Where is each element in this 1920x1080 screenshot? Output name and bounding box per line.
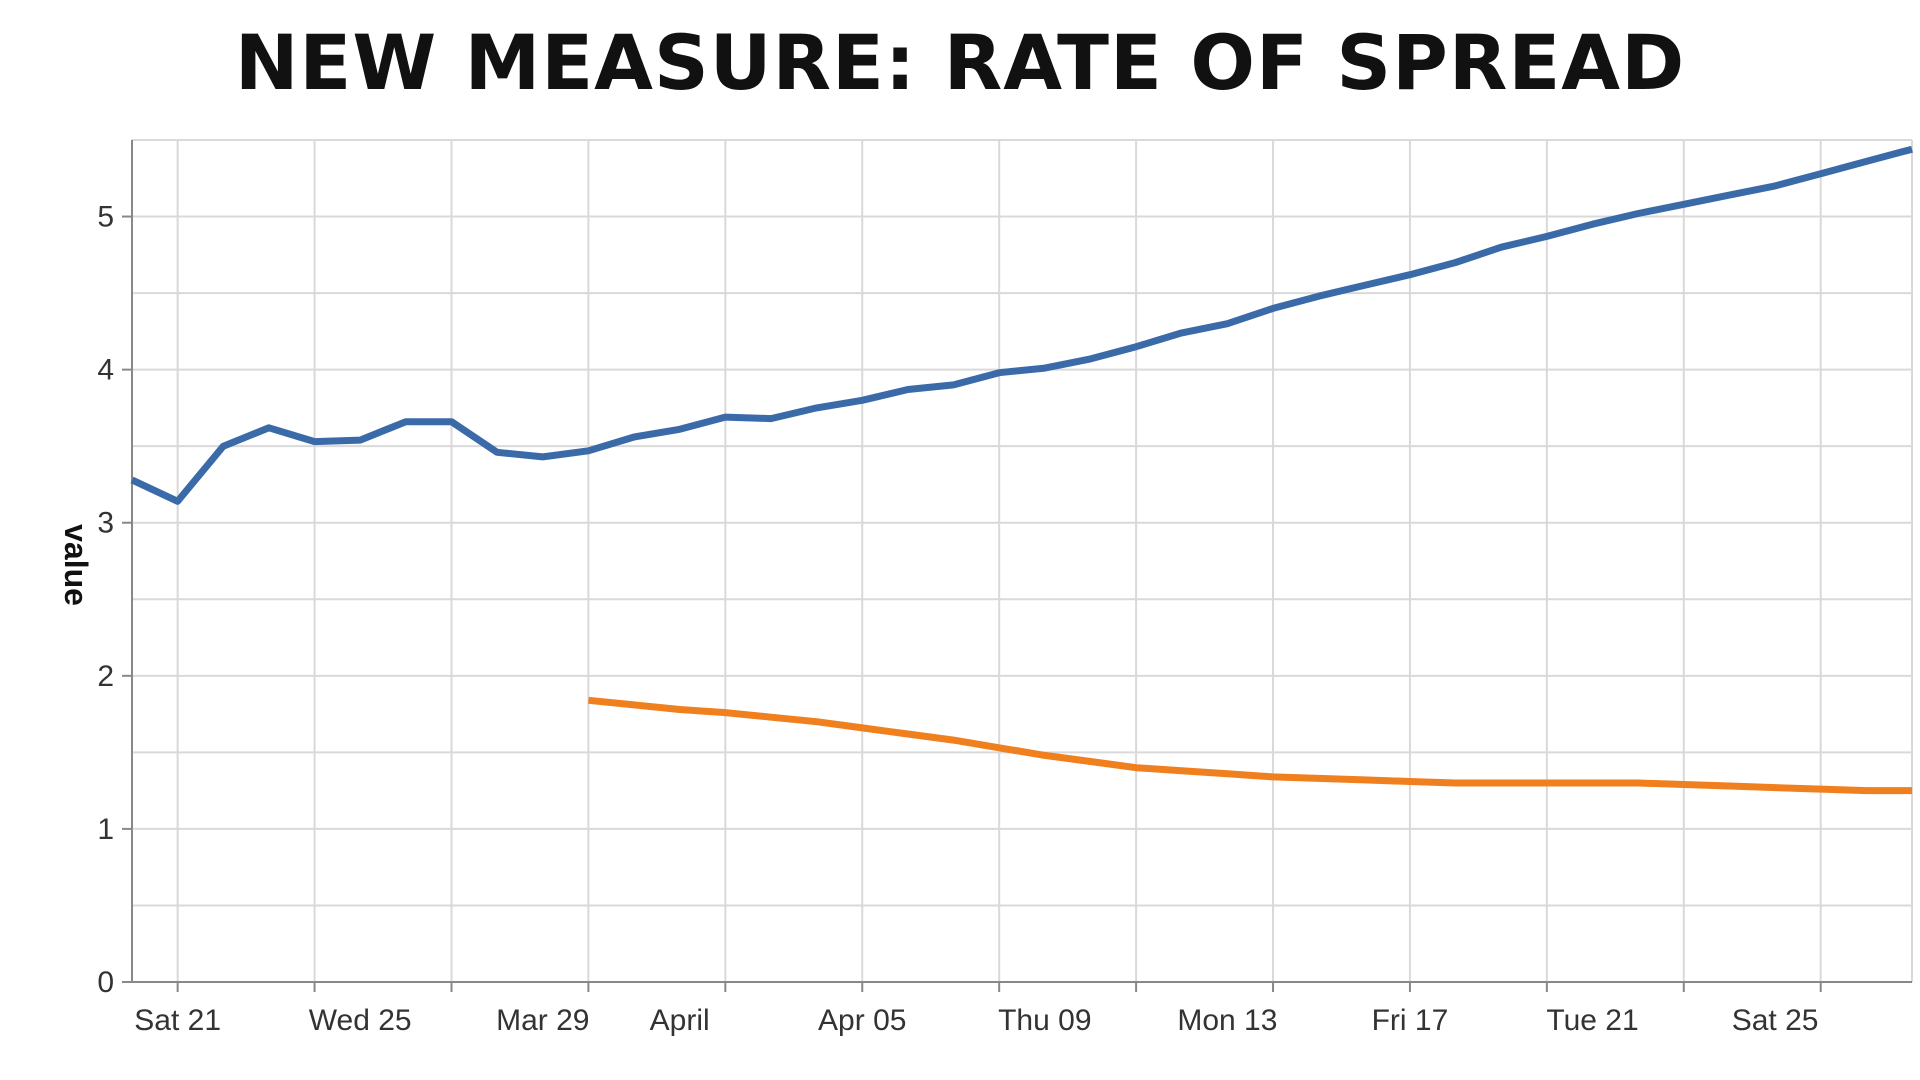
- series-line-1: [130, 145, 1913, 505]
- y-tick-label: 0: [97, 966, 114, 999]
- y-tick-label: 1: [97, 813, 114, 846]
- chart-title: NEW MEASURE: RATE OF SPREAD: [234, 18, 1686, 107]
- tick-labels: 0 1 2 3 4 5 Sat 21 Wed 25 Mar 29 April Apr 05 Thu 0…: [97, 201, 1818, 1037]
- y-axis-label: value: [58, 524, 94, 606]
- x-tick-label: Tue 21: [1546, 1004, 1638, 1037]
- x-tick-label: Mar 29: [496, 1004, 589, 1037]
- x-tick-label: Mon 13: [1177, 1004, 1277, 1037]
- x-tick-label: Wed 25: [309, 1004, 412, 1037]
- y-tick-label: 5: [97, 201, 114, 234]
- x-tick-label: Apr 05: [818, 1004, 906, 1037]
- axes: [122, 140, 1912, 992]
- x-tick-label: Sat 25: [1732, 1004, 1819, 1037]
- x-tick-label: Sat 21: [134, 1004, 221, 1037]
- y-tick-label: 4: [97, 354, 114, 387]
- x-tick-label: Fri 17: [1372, 1004, 1449, 1037]
- series-line-2: [588, 696, 1912, 795]
- x-tick-label: April: [650, 1004, 710, 1037]
- y-tick-label: 3: [97, 507, 114, 540]
- x-tick-label: Thu 09: [998, 1004, 1091, 1037]
- series-lines: [130, 145, 1913, 795]
- grid-lines: [132, 139, 1913, 983]
- y-tick-label: 2: [97, 660, 114, 693]
